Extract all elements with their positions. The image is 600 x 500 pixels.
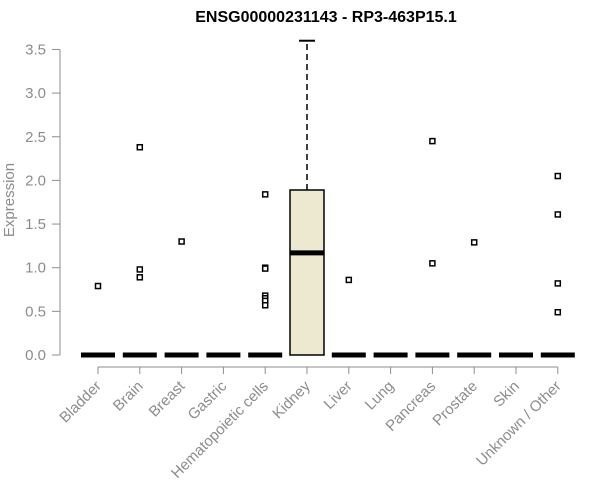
outlier-point (345, 276, 353, 284)
outlier-point (554, 280, 562, 287)
x-tick-label: Bladder (56, 378, 105, 427)
outlier-point (470, 239, 478, 246)
outlier-point (429, 137, 436, 145)
y-tick-label: 1.5 (25, 216, 46, 233)
chart-title: ENSG00000231143 - RP3-463P15.1 (195, 9, 457, 26)
outlier-point (94, 282, 102, 290)
box-group (164, 238, 199, 358)
outlier-point (554, 308, 562, 316)
outlier-point (136, 143, 144, 151)
outlier-point (136, 266, 144, 273)
outlier-point (554, 172, 562, 180)
outlier-point (136, 274, 144, 281)
box-group (457, 239, 492, 358)
box-group (81, 282, 115, 358)
y-tick-label: 3.5 (25, 41, 46, 58)
x-tick-label: Lung (362, 378, 398, 414)
y-tick-label: 2.0 (25, 172, 46, 189)
outlier-point (261, 191, 269, 198)
y-tick-label: 1.0 (25, 260, 46, 277)
outlier-point (178, 238, 185, 245)
box-group (415, 137, 450, 358)
box (289, 189, 325, 356)
outlier-point (554, 211, 562, 218)
box-group (289, 39, 325, 356)
box-group (540, 172, 575, 358)
y-axis-label: Expression (1, 163, 18, 237)
plot-area (81, 39, 575, 358)
outlier-point (261, 301, 269, 309)
box-group (122, 143, 157, 358)
box-group (248, 191, 283, 358)
x-tick-label: Prostate (429, 378, 481, 430)
box-group (331, 276, 366, 358)
y-tick-label: 0.0 (25, 347, 46, 364)
x-tick-label: Liver (321, 378, 356, 413)
y-tick-label: 3.0 (25, 85, 46, 102)
outlier-point (429, 260, 436, 267)
outlier-point (261, 265, 269, 272)
x-tick-label: Skin (490, 378, 523, 411)
x-tick-label: Brain (110, 378, 147, 415)
y-tick-label: 2.5 (25, 129, 46, 146)
y-tick-label: 0.5 (25, 303, 46, 320)
x-tick-label: Breast (146, 377, 189, 420)
x-tick-label: Kidney (269, 377, 314, 422)
y-axis: 0.0 0.5 1.0 1.5 2.0 2.5 3.0 3.5 (25, 41, 61, 364)
